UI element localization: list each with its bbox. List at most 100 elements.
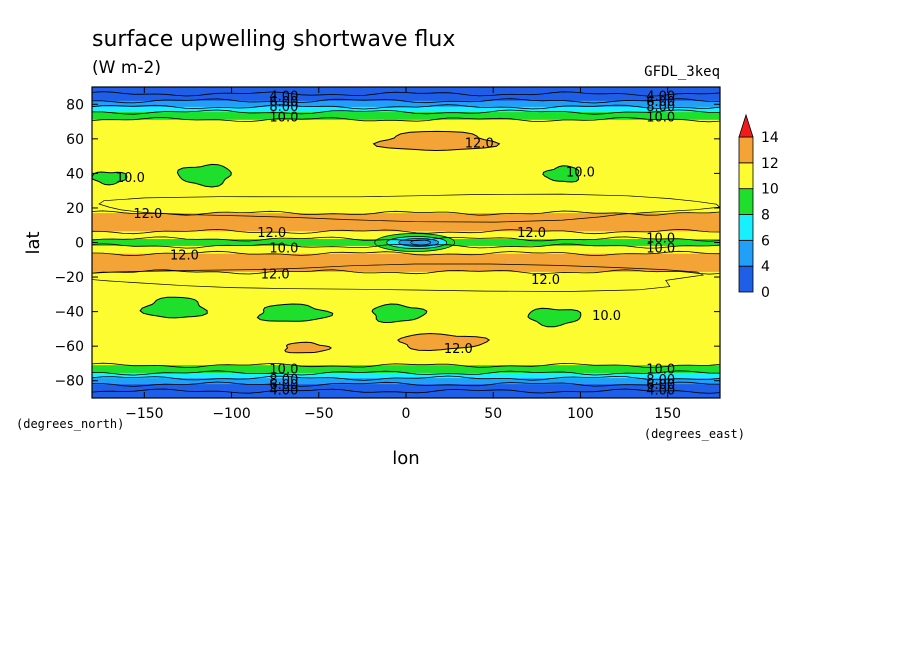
contour-label: 12.0 — [133, 207, 162, 222]
band-cell — [92, 213, 720, 216]
contour-label: 12.0 — [170, 249, 199, 264]
contour-label: 12.0 — [261, 268, 290, 283]
contour-label: 4.00 — [646, 383, 675, 398]
y-axis-units: (degrees_north) — [16, 417, 124, 431]
band-cell — [92, 163, 720, 166]
colorbar-tick-label: 4 — [761, 259, 770, 275]
band-cell — [92, 153, 720, 155]
band-cell — [92, 217, 720, 219]
band-cell — [92, 275, 720, 277]
band-cell — [92, 367, 720, 370]
band-cell — [92, 194, 720, 196]
region-8 — [542, 165, 580, 183]
band-cell — [92, 283, 720, 285]
band-cell — [92, 347, 720, 350]
contour-label: 10.0 — [566, 166, 595, 181]
band-cell — [92, 290, 720, 293]
band-cell — [92, 291, 720, 294]
x-tick-label: −100 — [212, 406, 250, 422]
band-cell — [92, 326, 720, 328]
band-cell — [92, 277, 720, 280]
contour-label: 10.0 — [269, 242, 298, 257]
contour-label: 6.00 — [269, 95, 298, 110]
band-cell — [92, 258, 720, 261]
band-cell — [92, 222, 720, 225]
band-cell — [92, 122, 720, 124]
contour-label: 4.00 — [269, 90, 298, 105]
contour-label: 8.00 — [646, 373, 675, 388]
y-axis-label: lat — [23, 231, 44, 254]
contour-label: 12.0 — [257, 226, 286, 241]
band-cell — [92, 228, 720, 231]
band-cell — [92, 207, 720, 210]
colorbar-box — [738, 265, 754, 293]
band-cell — [92, 191, 720, 193]
colorbar-tick-label: 8 — [761, 208, 770, 224]
x-axis-ticks: −150 −100 −50 0 50 100 150 — [125, 87, 681, 422]
band-cell — [92, 125, 720, 127]
y-tick-label: −40 — [54, 305, 84, 321]
band-cell — [92, 331, 720, 333]
band-cell — [92, 390, 720, 392]
contour-line — [92, 236, 720, 242]
colorbar-extend-arrow — [738, 113, 754, 138]
band-cell — [92, 202, 720, 205]
band-cell — [92, 304, 720, 307]
band-cell — [92, 93, 720, 96]
contour-line — [92, 269, 720, 275]
band-cell — [92, 287, 720, 289]
band-cell — [92, 265, 720, 268]
band-cell — [92, 179, 720, 181]
band-cell — [92, 283, 720, 286]
band-cell — [92, 213, 720, 215]
region-12 — [284, 341, 332, 354]
x-tick-label: −50 — [304, 406, 334, 422]
contour-label: 8.00 — [269, 100, 298, 115]
band-cell — [92, 284, 720, 287]
band-cell — [92, 115, 720, 117]
band-cell — [92, 154, 720, 156]
band-cell — [92, 361, 720, 364]
contour-label: 8.00 — [269, 373, 298, 388]
contour-label: 10.0 — [269, 363, 298, 378]
band-cell — [92, 345, 720, 347]
band-cell — [92, 166, 720, 168]
x-axis-units: (degrees_east) — [644, 427, 745, 441]
region-8 — [527, 307, 582, 328]
band-cell — [92, 322, 720, 325]
band-cell — [92, 325, 720, 327]
band-cell — [92, 292, 720, 295]
band-cell — [92, 232, 720, 234]
band-cell — [92, 198, 720, 200]
band-cell — [92, 226, 720, 228]
contour-line — [92, 250, 720, 257]
band-cell — [92, 162, 720, 164]
band-cell — [92, 185, 720, 187]
band-cell — [92, 224, 720, 226]
contour-label: 10.0 — [646, 363, 675, 378]
band-cell — [92, 195, 720, 198]
band-cell — [92, 353, 720, 356]
band-cell — [92, 321, 720, 324]
band-cell — [92, 293, 720, 295]
band-cell — [92, 279, 720, 282]
band-cell — [92, 276, 720, 278]
region-8 — [92, 171, 128, 186]
colorbar-box — [738, 136, 754, 164]
y-axis-ticks: −80 −60 −40 −20 0 20 40 60 80 — [54, 97, 720, 390]
colorbar-box — [738, 188, 754, 215]
band-cell — [92, 255, 720, 257]
y-tick-label: −80 — [54, 374, 84, 390]
band-cell — [92, 388, 720, 390]
band-cell — [92, 161, 720, 163]
band-cell — [92, 187, 720, 189]
band-cell — [92, 348, 720, 351]
band-cell — [92, 267, 720, 270]
band-cell — [92, 225, 720, 227]
band-cell — [92, 226, 720, 229]
band-cell — [92, 266, 720, 269]
contour-line — [92, 370, 720, 376]
contour-label: 4.00 — [269, 383, 298, 398]
band-cell — [92, 352, 720, 354]
equatorial-minimum — [374, 233, 456, 252]
